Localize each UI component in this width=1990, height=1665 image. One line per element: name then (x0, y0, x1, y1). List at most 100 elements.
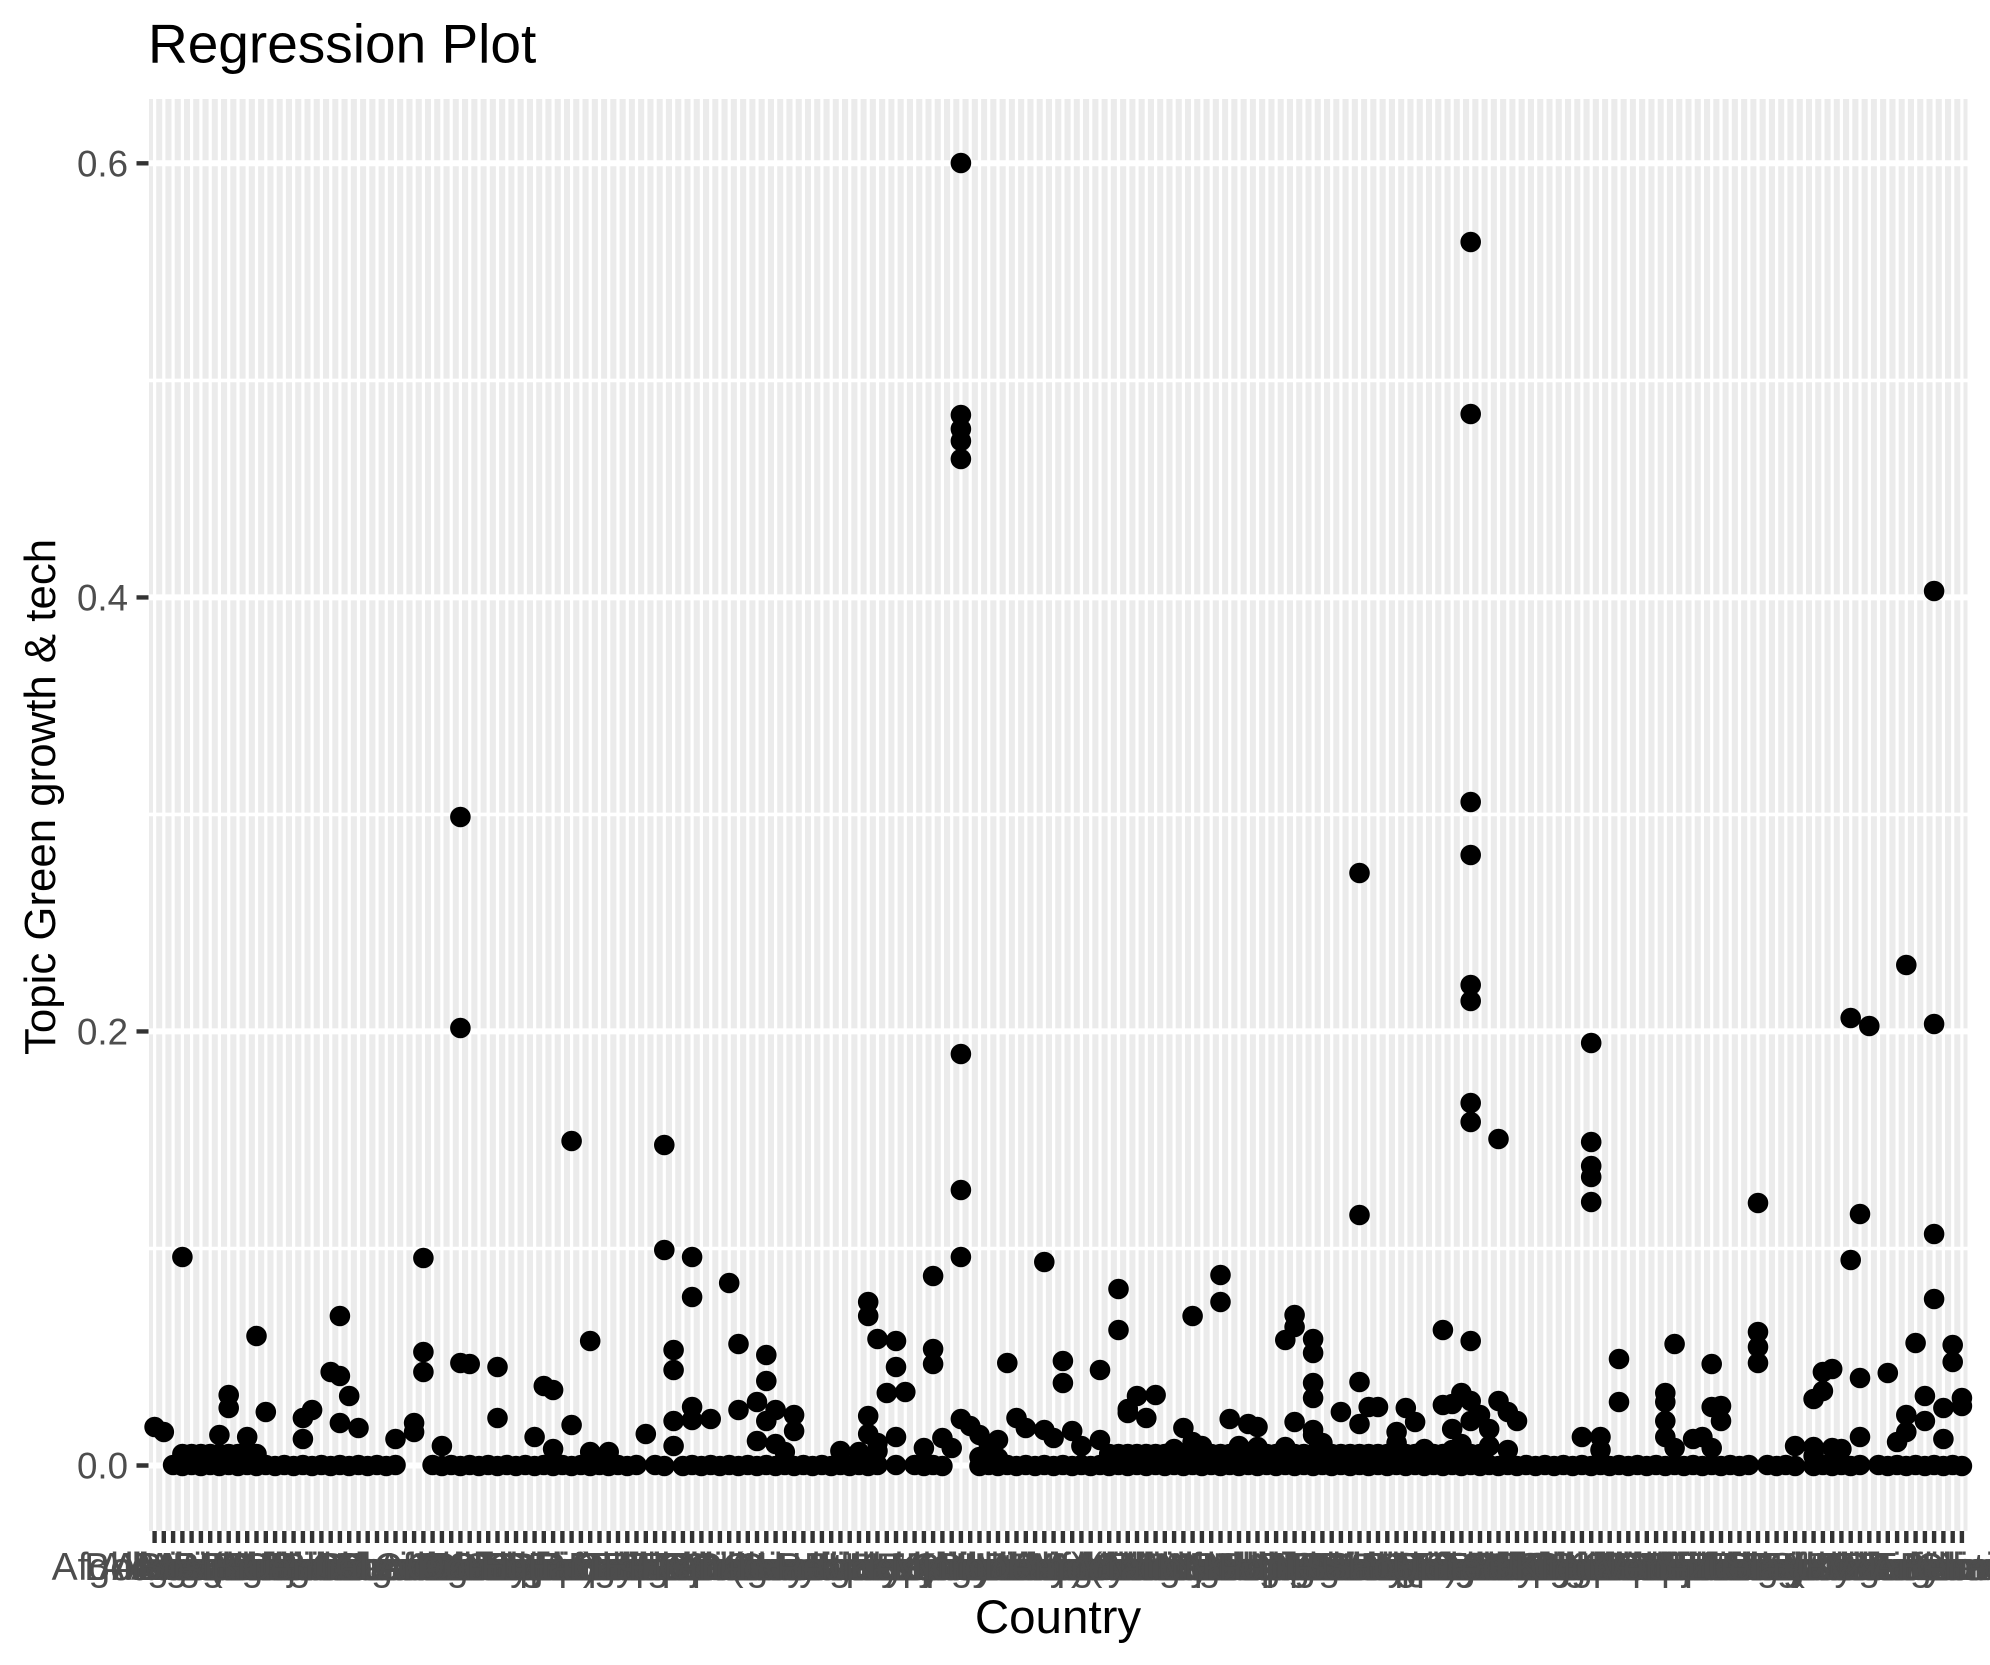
svg-text:Philippines: Philippines (1321, 1546, 1510, 1589)
svg-text:Bangladesh: Bangladesh (172, 1546, 378, 1589)
svg-text:Ivory Coast: Ivory Coast (816, 1546, 1013, 1589)
svg-text:France: France (641, 1546, 762, 1589)
svg-text:Antigua: Antigua (135, 1546, 268, 1589)
svg-text:Czech Republic: Czech Republic (417, 1546, 690, 1589)
svg-text:Honduras: Honduras (737, 1546, 906, 1589)
svg-text:Somalia: Somalia (1549, 1546, 1690, 1589)
svg-text:Mongolia: Mongolia (1123, 1546, 1282, 1589)
svg-text:Timor Leste: Timor Leste (1647, 1546, 1851, 1589)
svg-text:Topic Green growth & tech: Topic Green growth & tech (16, 539, 65, 1055)
svg-text:Egypt: Egypt (568, 1546, 668, 1589)
svg-text:Indonesia: Indonesia (774, 1546, 943, 1589)
svg-text:Bhutan: Bhutan (269, 1546, 393, 1589)
svg-text:Romania: Romania (1374, 1546, 1530, 1589)
svg-text:Saint Vincent: Saint Vincent (1384, 1546, 1613, 1589)
svg-text:Brazil: Brazil (319, 1546, 417, 1589)
svg-text:Comoros: Comoros (418, 1546, 576, 1589)
svg-text:Micronesia (Federated States o: Micronesia (Federated States of) (890, 1546, 1458, 1589)
svg-text:Mauritania: Mauritania (1055, 1546, 1237, 1589)
svg-text:Afghanistan: Afghanistan (52, 1546, 258, 1589)
svg-text:Yemen: Yemen (1856, 1546, 1976, 1589)
svg-text:Djibouti: Djibouti (507, 1546, 637, 1589)
svg-text:India: India (807, 1546, 892, 1589)
svg-text:Chile: Chile (425, 1546, 514, 1589)
svg-text:Montenegro: Montenegro (1107, 1546, 1315, 1589)
svg-text:South Sudan: South Sudan (1534, 1546, 1760, 1589)
svg-text:Kazakhstan: Kazakhstan (850, 1546, 1054, 1589)
svg-text:Belgium: Belgium (232, 1546, 373, 1589)
svg-text:Liechtenstein: Liechtenstein (939, 1546, 1169, 1589)
svg-text:Botswana: Botswana (273, 1546, 445, 1589)
svg-text:San Marino: San Marino (1417, 1546, 1616, 1589)
svg-text:Venezuela (Bolivarian Republic: Venezuela (Bolivarian Republic of) (1599, 1546, 1990, 1589)
svg-text:Portugal: Portugal (1361, 1546, 1506, 1589)
svg-text:Estonia: Estonia (590, 1546, 720, 1589)
svg-text:Germany: Germany (658, 1546, 819, 1589)
svg-text:Uruguay: Uruguay (1796, 1546, 1944, 1589)
svg-text:Equatorial Guinea: Equatorial Guinea (480, 1546, 793, 1589)
svg-text:Libya: Libya (998, 1546, 1092, 1589)
svg-text:Iceland: Iceland (778, 1546, 904, 1589)
svg-text:Nepal: Nepal (1216, 1546, 1318, 1589)
svg-text:Sierra Leone: Sierra Leone (1461, 1546, 1684, 1589)
svg-text:Slovenia: Slovenia (1526, 1546, 1676, 1589)
svg-text:United Arab Emirates: United Arab Emirates (1657, 1546, 1990, 1589)
svg-text:Eswatini: Eswatini (592, 1546, 737, 1589)
svg-text:Jamaica: Jamaica (851, 1546, 997, 1589)
svg-text:Grenada: Grenada (690, 1546, 842, 1589)
svg-text:Iran (Islamic Republic of): Iran (Islamic Republic of) (653, 1546, 1084, 1589)
svg-text:Bahamas: Bahamas (174, 1546, 339, 1589)
svg-text:Republic of Moldova: Republic of Moldova (1007, 1546, 1361, 1589)
svg-text:Denmark: Denmark (483, 1546, 642, 1589)
svg-text:Luxembourg: Luxembourg (964, 1546, 1181, 1589)
svg-text:Benin: Benin (272, 1546, 372, 1589)
svg-text:Cabo Verde: Cabo Verde (311, 1546, 517, 1589)
svg-text:Guyana: Guyana (735, 1546, 872, 1589)
svg-text:Nicaragua: Nicaragua (1206, 1546, 1384, 1589)
svg-text:Switzerland: Switzerland (1602, 1546, 1804, 1589)
svg-text:Sri Lanka: Sri Lanka (1583, 1546, 1748, 1589)
svg-text:Albania: Albania (99, 1546, 229, 1589)
svg-text:Costa Rica: Costa Rica (421, 1546, 612, 1589)
svg-text:Lebanon: Lebanon (941, 1546, 1093, 1589)
svg-text:Jordan: Jordan (883, 1546, 1002, 1589)
svg-text:Malta: Malta (1080, 1546, 1176, 1589)
svg-text:United Kingdom of Great Britai: United Kingdom of Great Britain and Nort… (1391, 1546, 1990, 1589)
svg-text:Chad: Chad (414, 1546, 507, 1589)
svg-text:Democratic People’s Republic o: Democratic People’s Republic of Korea (984, 1546, 1662, 1589)
svg-text:Algeria: Algeria (112, 1546, 234, 1589)
svg-text:Colombia: Colombia (406, 1546, 571, 1589)
svg-text:Georgia: Georgia (660, 1546, 799, 1589)
svg-text:DR Congo: DR Congo (508, 1546, 690, 1589)
svg-text:Cambodia: Cambodia (335, 1546, 513, 1589)
svg-text:Dominican Republic: Dominican Republic (417, 1546, 764, 1589)
svg-text:Peru: Peru (1365, 1546, 1447, 1589)
svg-text:Fiji: Fiji (658, 1546, 708, 1589)
svg-text:Brunei Darussalam: Brunei Darussalam (211, 1546, 543, 1589)
svg-text:Canada: Canada (374, 1546, 511, 1589)
svg-text:Cameroon: Cameroon (342, 1546, 524, 1589)
svg-text:Seychelles: Seychelles (1469, 1546, 1658, 1589)
svg-text:Togo: Togo (1716, 1546, 1801, 1589)
svg-text:Liberia: Liberia (977, 1546, 1094, 1589)
svg-text:Saudi Arabia: Saudi Arabia (1425, 1546, 1646, 1589)
svg-text:Samoa: Samoa (1446, 1546, 1570, 1589)
svg-text:Ukraine: Ukraine (1765, 1546, 1899, 1589)
svg-text:Barbados: Barbados (201, 1546, 368, 1589)
svg-text:Haiti: Haiti (774, 1546, 852, 1589)
svg-text:Saint Lucia: Saint Lucia (1393, 1546, 1586, 1589)
svg-text:Argentina: Argentina (127, 1546, 294, 1589)
svg-text:Japan: Japan (880, 1546, 986, 1589)
svg-text:Oman: Oman (1297, 1546, 1403, 1589)
svg-text:Marshall Islands: Marshall Islands (996, 1546, 1278, 1589)
svg-text:Turkey: Turkey (1736, 1546, 1854, 1589)
svg-text:Monaco: Monaco (1123, 1546, 1262, 1589)
svg-text:Country: Country (975, 1591, 1142, 1644)
svg-text:Iraq: Iraq (844, 1546, 911, 1589)
svg-text:Malaysia: Malaysia (1023, 1546, 1177, 1589)
svg-text:Burundi: Burundi (338, 1546, 472, 1589)
svg-text:Norway: Norway (1275, 1546, 1408, 1589)
svg-text:Ethiopia: Ethiopia (603, 1546, 744, 1589)
svg-text:Latvia: Latvia (955, 1546, 1059, 1589)
svg-text:Lithuania: Lithuania (984, 1546, 1143, 1589)
